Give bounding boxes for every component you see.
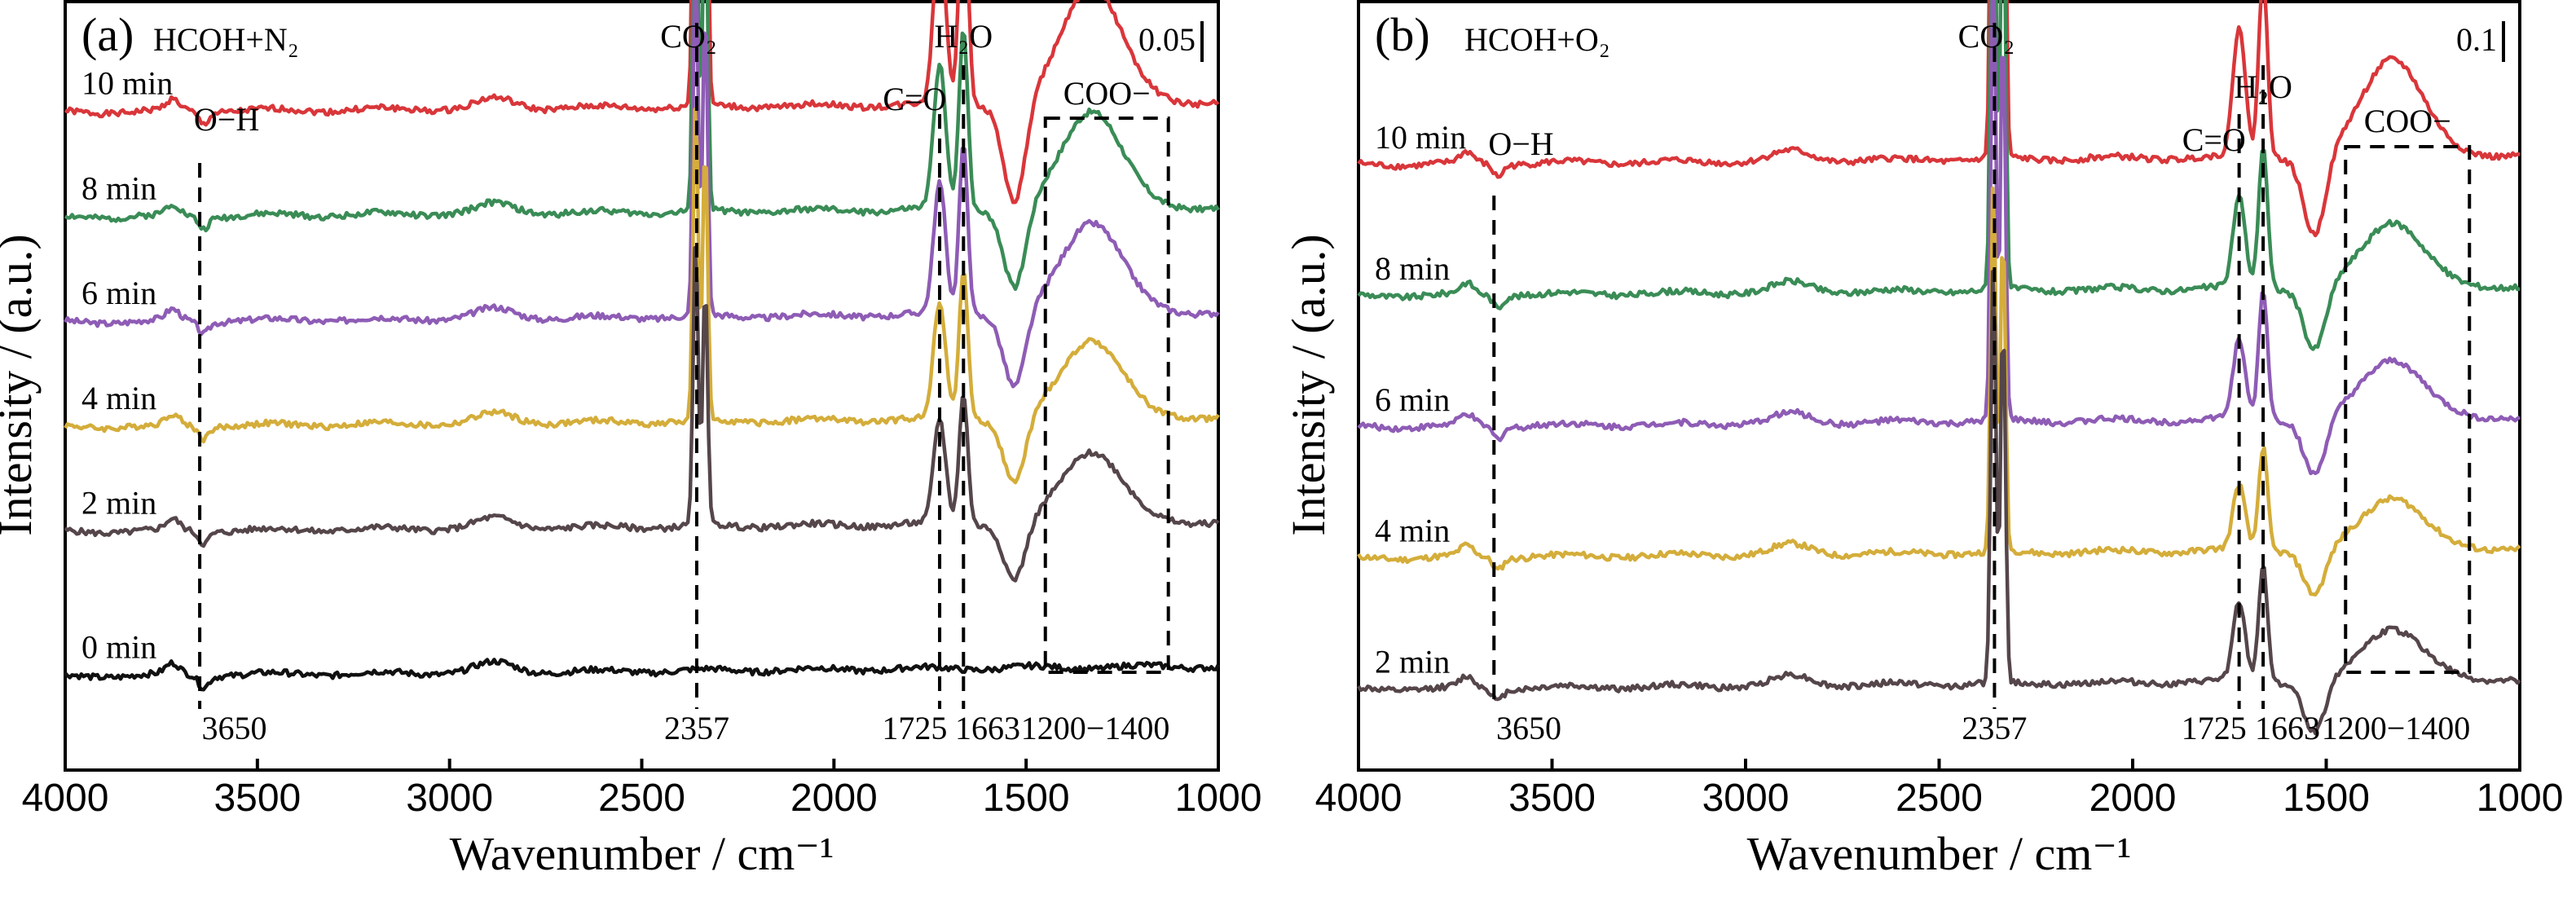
series-label: 6 min: [81, 275, 156, 311]
spectrum-6-min: [1357, 0, 2521, 476]
pos-label-1663: 1663: [955, 710, 1020, 746]
x-tick-label: 2500: [1896, 777, 1983, 820]
pos-label-coo-range: 1200−1400: [2322, 710, 2471, 746]
x-tick-label: 2000: [790, 777, 878, 820]
series-label: 2 min: [81, 485, 156, 522]
spectrum-0-min: [64, 658, 1221, 692]
pos-label-1725: 1725: [882, 710, 947, 746]
pos-label-3650: 3650: [1496, 710, 1561, 746]
x-axis-label: Wavenumber / cm⁻¹: [450, 827, 834, 880]
series-label: 0 min: [81, 629, 156, 666]
panel-label: (b): [1375, 8, 1430, 61]
x-tick-label: 2000: [2089, 777, 2177, 820]
x-tick-label: 3000: [1702, 777, 1790, 820]
series-label: 2 min: [1375, 644, 1450, 680]
band-label-co: C=O: [883, 81, 946, 117]
band-label-co2: CO₂: [660, 18, 717, 55]
x-tick-label: 4000: [1315, 777, 1402, 820]
x-tick-label: 3500: [214, 777, 301, 820]
scale-bar-label: 0.05: [1138, 21, 1196, 58]
pos-label-1663: 1663: [2255, 710, 2320, 746]
x-tick-label: 4000: [22, 777, 109, 820]
band-label-coo: COO−: [1063, 75, 1151, 112]
pos-label-1725: 1725: [2182, 710, 2247, 746]
series-label: 8 min: [81, 169, 156, 206]
pos-label-3650: 3650: [202, 710, 267, 746]
spectrum-2-min: [1357, 270, 2521, 736]
x-tick-label: 1500: [2283, 777, 2370, 820]
spectrum-8-min: [1357, 0, 2521, 351]
pos-label-coo-range: 1200−1400: [1021, 710, 1170, 746]
series-label: 4 min: [1375, 513, 1450, 549]
band-label-oh: O−H: [1488, 125, 1553, 162]
series-label: 6 min: [1375, 381, 1450, 418]
pos-label-2357: 2357: [1962, 710, 2027, 746]
band-label-h2o: H₂O: [2234, 68, 2292, 105]
scale-bar-label: 0.1: [2456, 21, 2497, 58]
series-label: 10 min: [81, 65, 173, 102]
x-tick-label: 1000: [2477, 777, 2564, 820]
y-axis-label: Intensity / (a.u.): [1282, 234, 1335, 535]
x-tick-label: 1000: [1175, 777, 1262, 820]
series-label: 4 min: [81, 380, 156, 416]
band-label-oh: O−H: [194, 101, 259, 138]
condition-label: HCOH+N₂: [153, 21, 299, 58]
band-label-h2o: H₂O: [934, 18, 993, 55]
panel-label: (a): [81, 8, 134, 61]
series-label: 8 min: [1375, 250, 1450, 287]
band-label-coo: COO−: [2364, 103, 2451, 139]
chart-panel-a: 4000 3500 3000 2500 2000 1500 1000 Wavenumber /…: [0, 0, 1262, 880]
chart-panel-b: 4000 3500 3000 2500 2000 1500 1000 Wavenumber /…: [1282, 0, 2563, 880]
band-label-co2: CO₂: [1958, 18, 2015, 55]
y-axis-label: Intensity / (a.u.): [0, 234, 42, 535]
x-axis-label: Wavenumber / cm⁻¹: [1747, 827, 2132, 880]
x-tick-label: 1500: [983, 777, 1070, 820]
x-tick-label: 2500: [598, 777, 685, 820]
coo-region-box: [2344, 145, 2472, 674]
spectrum-10-min: [1357, 0, 2521, 238]
spectrum-6-min: [64, 0, 1220, 389]
pos-label-2357: 2357: [664, 710, 729, 746]
coo-region-box: [1043, 117, 1170, 674]
band-label-co: C=O: [2182, 121, 2246, 158]
spectrum-2-min: [64, 246, 1220, 583]
series-label: 10 min: [1375, 119, 1466, 156]
spectrum-4-min: [1357, 186, 2521, 597]
spectrum-10-min: [64, 0, 1220, 205]
spectrum-4-min: [64, 107, 1220, 485]
x-tick-label: 3000: [406, 777, 493, 820]
condition-label: HCOH+O₂: [1464, 21, 1610, 58]
x-tick-label: 3500: [1508, 777, 1596, 820]
spectrum-8-min: [64, 0, 1220, 291]
